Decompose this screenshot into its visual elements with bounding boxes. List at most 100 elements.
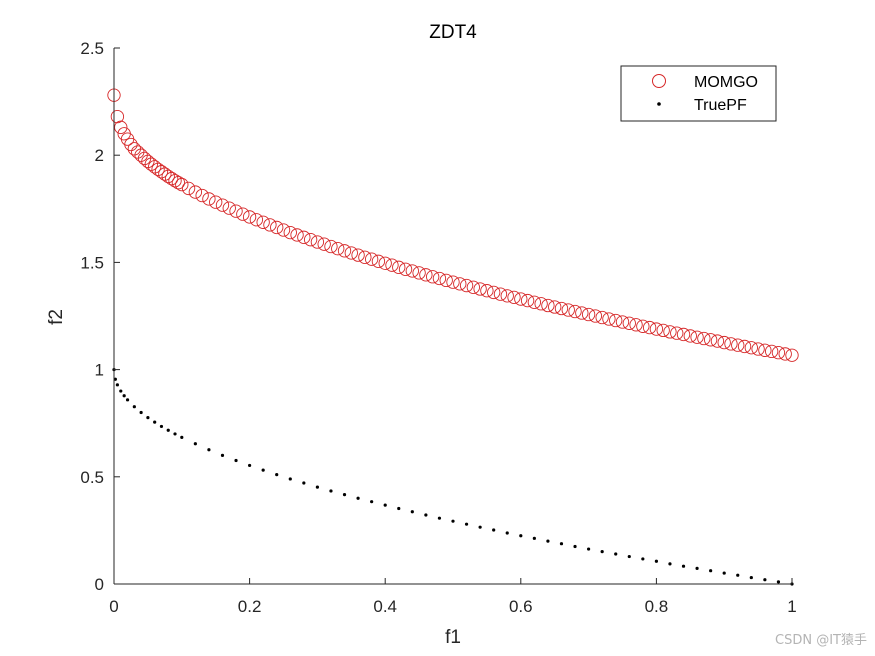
momgo-point (378, 256, 392, 270)
momgo-point (493, 287, 508, 301)
momgo-point (683, 329, 697, 343)
truepf-point (383, 503, 387, 507)
truepf-point (437, 516, 442, 520)
momgo-point (229, 204, 243, 218)
legend-label-truepf: TruePF (694, 97, 747, 114)
momgo-point (744, 341, 758, 355)
plot-area (107, 88, 799, 586)
momgo-point (561, 303, 575, 317)
momgo-point (283, 225, 297, 240)
momgo-point (676, 327, 691, 342)
momgo-point (215, 198, 230, 212)
truepf-point (600, 550, 604, 554)
truepf-point (627, 554, 631, 559)
momgo-point (649, 322, 664, 336)
momgo-point (303, 233, 318, 247)
momgo-point (615, 315, 630, 329)
momgo-point (771, 346, 786, 360)
truepf-point (410, 510, 414, 514)
momgo-point (636, 319, 650, 333)
momgo-point (758, 343, 772, 357)
y-tick-label: 2.5 (80, 39, 104, 58)
truepf-point (119, 389, 123, 393)
momgo-point (487, 285, 501, 300)
x-tick-label: 1 (787, 597, 796, 616)
truepf-point (207, 448, 211, 452)
momgo-point (209, 195, 223, 209)
momgo-point (344, 246, 358, 260)
momgo-point (500, 289, 514, 303)
truepf-point (220, 453, 225, 457)
momgo-point (439, 273, 453, 288)
momgo-point (249, 213, 264, 227)
momgo-point (527, 295, 542, 309)
momgo-point (609, 313, 623, 328)
momgo-point (175, 177, 189, 192)
truepf-point (315, 485, 319, 489)
momgo-point (554, 301, 569, 316)
legend: MOMGO TruePF (620, 65, 777, 122)
momgo-point (256, 215, 270, 229)
momgo-point (703, 333, 718, 347)
momgo-point (290, 228, 304, 242)
truepf-point (329, 489, 333, 493)
y-tick-label: 1 (95, 361, 104, 380)
legend-marker-truepf (657, 102, 661, 106)
truepf-point (122, 394, 126, 398)
momgo-point (602, 312, 616, 326)
momgo-point (453, 277, 467, 291)
momgo-point (236, 207, 250, 221)
momgo-point (520, 293, 535, 308)
truepf-point (234, 458, 238, 463)
momgo-point (541, 298, 555, 313)
truepf-point (424, 513, 428, 517)
truepf-point (478, 525, 482, 529)
truepf-point (153, 420, 157, 424)
truepf-point (492, 528, 496, 532)
momgo-point (202, 192, 216, 206)
momgo-point (622, 316, 636, 330)
momgo-point (148, 160, 162, 174)
momgo-point (534, 297, 548, 311)
y-tick-label: 0 (95, 575, 104, 594)
momgo-point (270, 220, 284, 235)
momgo-point (188, 185, 203, 199)
truepf-point (261, 468, 265, 472)
momgo-point (371, 254, 386, 268)
momgo-point (144, 157, 158, 171)
momgo-point (765, 344, 779, 359)
momgo-point (310, 235, 325, 249)
momgo-point (337, 244, 352, 258)
momgo-point (642, 320, 657, 335)
truepf-point (695, 566, 699, 570)
momgo-point (141, 154, 155, 169)
momgo-point (480, 284, 494, 298)
momgo-point (473, 282, 487, 296)
momgo-point (588, 309, 603, 323)
truepf-point (641, 557, 645, 561)
momgo-point (263, 218, 277, 232)
truepf-point (722, 571, 726, 575)
truepf-point (132, 405, 136, 409)
momgo-point (168, 174, 182, 188)
momgo-point (181, 181, 196, 196)
momgo-point (154, 165, 169, 179)
momgo-point (785, 348, 799, 362)
momgo-point (710, 334, 725, 348)
truepf-point (681, 564, 686, 568)
momgo-point (656, 323, 670, 338)
x-tick-label: 0.6 (509, 597, 533, 616)
momgo-point (548, 300, 562, 314)
truepf-point (464, 522, 469, 526)
x-tick-label: 0.4 (373, 597, 397, 616)
chart-title: ZDT4 (429, 22, 477, 43)
truepf-point (166, 428, 170, 432)
momgo-point (164, 171, 179, 186)
momgo-point (426, 270, 440, 284)
momgo-point (385, 258, 399, 272)
momgo-point (392, 260, 406, 274)
truepf-point (749, 575, 753, 580)
momgo-point (317, 237, 331, 251)
truepf-point (248, 463, 252, 468)
truepf-point (654, 559, 659, 563)
